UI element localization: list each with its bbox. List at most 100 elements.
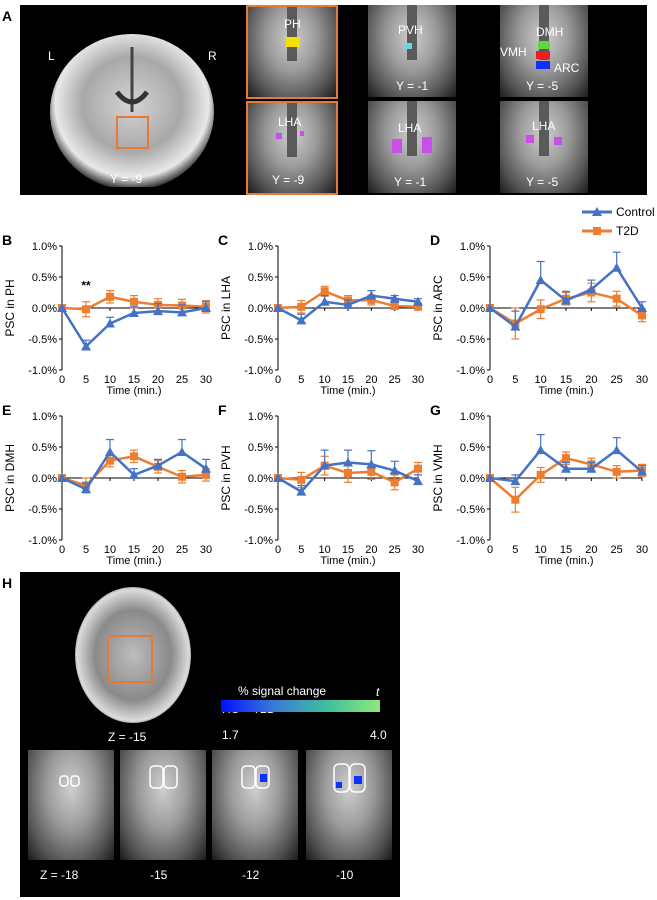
- x-tick-label: 20: [585, 374, 597, 386]
- y-tick-label: 0.0%: [460, 303, 485, 315]
- data-point-control: [561, 463, 571, 473]
- x-tick-label: 25: [176, 374, 188, 386]
- chart-e: 1.0% 0.5% 0.0% -0.5% -1.0% 0 5 10 15 20 25 30 Time (…: [0, 402, 216, 570]
- x-tick-label: 0: [487, 544, 493, 556]
- y-tick-label: 0.5%: [32, 272, 57, 284]
- slice-dmh-label: DMH: [536, 25, 564, 39]
- y-tick-label: -0.5%: [244, 504, 273, 516]
- y-tick-label: -0.5%: [28, 334, 57, 346]
- chart-d-svg: 1.0% 0.5% 0.0% -0.5% -1.0%0 5 10 15 20 25 30 Time (…: [431, 241, 648, 397]
- panel-label-b: B: [2, 232, 13, 248]
- colorbar-t-label: t: [376, 685, 380, 699]
- data-point-control: [611, 262, 622, 272]
- panel-label-h: H: [2, 575, 13, 591]
- axial-brain-image: [68, 580, 198, 730]
- data-point-control: [105, 318, 115, 328]
- data-point-t2d: [320, 287, 329, 296]
- data-point-control: [177, 446, 187, 456]
- data-point-control: [201, 303, 211, 312]
- y-axis-label: PSC in PH: [3, 279, 17, 336]
- legend-control-label: Control: [616, 205, 655, 219]
- x-axis-label: Time (min.): [106, 385, 161, 397]
- y-axis-label: PSC in LHA: [219, 276, 233, 340]
- y-tick-label: 0.5%: [248, 272, 273, 284]
- axial-slice-1: [28, 750, 114, 860]
- slice-pvh: PVH Y = -1: [368, 5, 456, 97]
- panel-label-d: D: [430, 232, 441, 248]
- data-point-t2d: [511, 495, 520, 504]
- x-tick-label: 30: [636, 544, 648, 556]
- slice-ph: PH: [246, 5, 338, 99]
- axial-slice-3: [212, 750, 298, 860]
- y-tick-label: 0.0%: [248, 473, 273, 485]
- x-tick-label: 15: [128, 544, 140, 556]
- x-tick-label: 15: [342, 544, 354, 556]
- y-tick-label: 1.0%: [460, 241, 485, 253]
- y-tick-label: -0.5%: [244, 334, 273, 346]
- x-tick-label: 10: [104, 544, 116, 556]
- colorbar: [221, 700, 380, 712]
- data-point-t2d: [130, 452, 138, 461]
- panel-label-e: E: [2, 402, 12, 418]
- x-tick-label: 15: [560, 374, 572, 386]
- x-tick-label: 15: [128, 374, 140, 386]
- data-point-control: [389, 293, 400, 303]
- data-point-t2d: [178, 472, 186, 481]
- chart-f: 1.0% 0.5% 0.0% -0.5% -1.0% 0 5 10 15 20 25 30 Time (…: [216, 402, 428, 570]
- y-axis-label: PSC in ARC: [431, 275, 445, 341]
- x-tick-label: 20: [365, 374, 377, 386]
- slice-vmh-label: VMH: [500, 45, 527, 59]
- x-tick-label: 25: [389, 374, 401, 386]
- data-point-control: [413, 476, 423, 486]
- y-tick-label: -1.0%: [456, 535, 485, 547]
- coronal-right-label: R: [208, 49, 217, 63]
- data-point-control: [153, 306, 163, 316]
- data-point-control: [510, 476, 521, 486]
- x-tick-label: 0: [487, 374, 493, 386]
- data-point-control: [296, 315, 307, 325]
- panel-a-brain-images: L R Y = -9 PH PVH Y = -1 DMH VMH ARC Y =…: [20, 5, 647, 195]
- x-tick-label: 10: [104, 374, 116, 386]
- data-point-t2d: [367, 467, 376, 476]
- y-tick-label: 0.5%: [460, 442, 485, 454]
- x-tick-label: 20: [152, 544, 164, 556]
- axial-z-label: Z = -15: [108, 730, 147, 744]
- chart-b-svg: 1.0% 0.5% 0.0% -0.5% -1.0%0 5 10 15 20 25 30 Time (…: [3, 241, 212, 397]
- data-point-t2d: [414, 464, 422, 473]
- data-point-control: [81, 341, 91, 351]
- data-point-control: [535, 275, 546, 285]
- y-tick-label: -1.0%: [456, 365, 485, 377]
- axial-slice-2: [120, 750, 206, 860]
- data-point-control: [153, 460, 163, 470]
- data-point-control: [273, 303, 283, 312]
- x-tick-label: 20: [585, 544, 597, 556]
- x-tick-label: 5: [83, 374, 89, 386]
- x-tick-label: 30: [200, 544, 212, 556]
- y-tick-label: -0.5%: [456, 334, 485, 346]
- data-point-t2d: [106, 292, 114, 301]
- panel-h-brain-images: Z = -15 % signal change HC < T2D t 1.7 4…: [20, 572, 400, 897]
- colorbar-title: % signal change: [238, 684, 327, 698]
- y-tick-label: -0.5%: [28, 504, 57, 516]
- x-axis-label: Time (min.): [320, 385, 375, 397]
- data-point-t2d: [536, 305, 545, 314]
- chart-c-svg: 1.0% 0.5% 0.0% -0.5% -1.0%0 5 10 15 20 25 30 Time (…: [219, 241, 424, 397]
- data-point-control: [201, 463, 211, 473]
- y-tick-label: 0.5%: [32, 442, 57, 454]
- slice-lha-3-label: LHA: [532, 119, 556, 133]
- data-point-control: [637, 466, 647, 476]
- slice-dmh: DMH VMH ARC Y = -5: [500, 5, 588, 97]
- slice-ph-label: PH: [284, 17, 301, 31]
- x-tick-label: 0: [59, 374, 65, 386]
- slice-lha-1: LHA Y = -9: [246, 101, 338, 195]
- x-tick-label: 15: [560, 544, 572, 556]
- data-point-control: [586, 284, 597, 294]
- data-point-t2d: [638, 311, 646, 320]
- x-tick-label: 10: [319, 374, 331, 386]
- legend-t2d-label: T2D: [616, 224, 639, 238]
- data-point-t2d: [612, 294, 621, 303]
- data-point-control: [57, 473, 67, 482]
- chart-b: 1.0% 0.5% 0.0% -0.5% -1.0% 0 5 10 15 20 25 30 Time (…: [0, 232, 216, 400]
- data-point-control: [535, 445, 546, 455]
- chart-legend: Control T2D: [580, 204, 656, 240]
